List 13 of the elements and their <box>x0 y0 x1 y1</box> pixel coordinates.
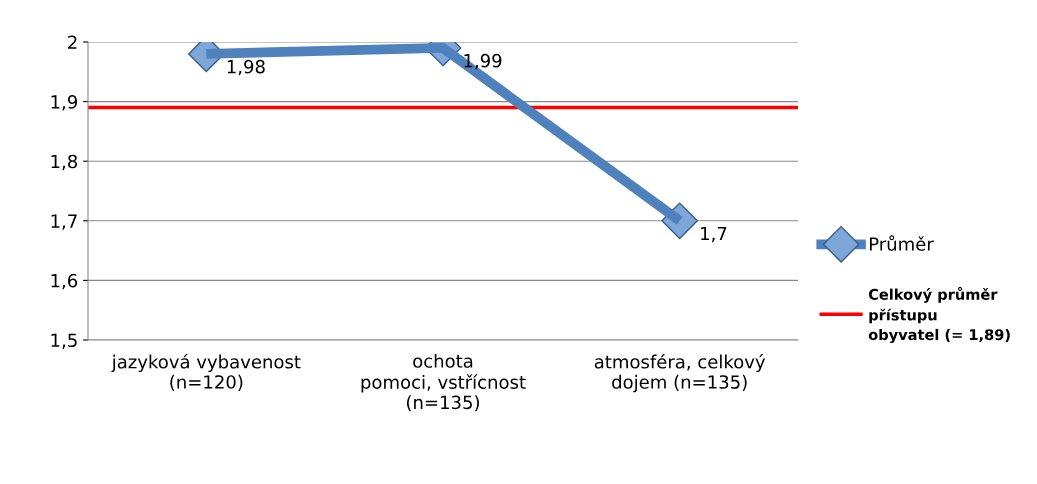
y-tick-label: 1,6 <box>51 273 78 290</box>
x-tick-label: atmosféra, celkový dojem (n=135) <box>594 353 766 393</box>
y-tick-label: 1,8 <box>51 154 78 171</box>
x-tick-label: jazyková vybavenost (n=120) <box>111 353 301 391</box>
y-tick-label: 1,9 <box>51 95 78 111</box>
data-label: 1,98 <box>227 59 265 76</box>
y-tick-label: 2 <box>68 35 77 49</box>
legend-label: Průměr <box>869 235 934 251</box>
y-tick-label: 1,7 <box>51 214 77 230</box>
data-label: 1,7 <box>701 226 727 243</box>
legend-label: Celkový průměr přístupu obyvatel (= 1,89) <box>868 286 1010 344</box>
x-tick-label: ochota pomoci, vstřícnost (n=135) <box>361 353 526 412</box>
y-tick-label: 1,5 <box>51 333 77 349</box>
